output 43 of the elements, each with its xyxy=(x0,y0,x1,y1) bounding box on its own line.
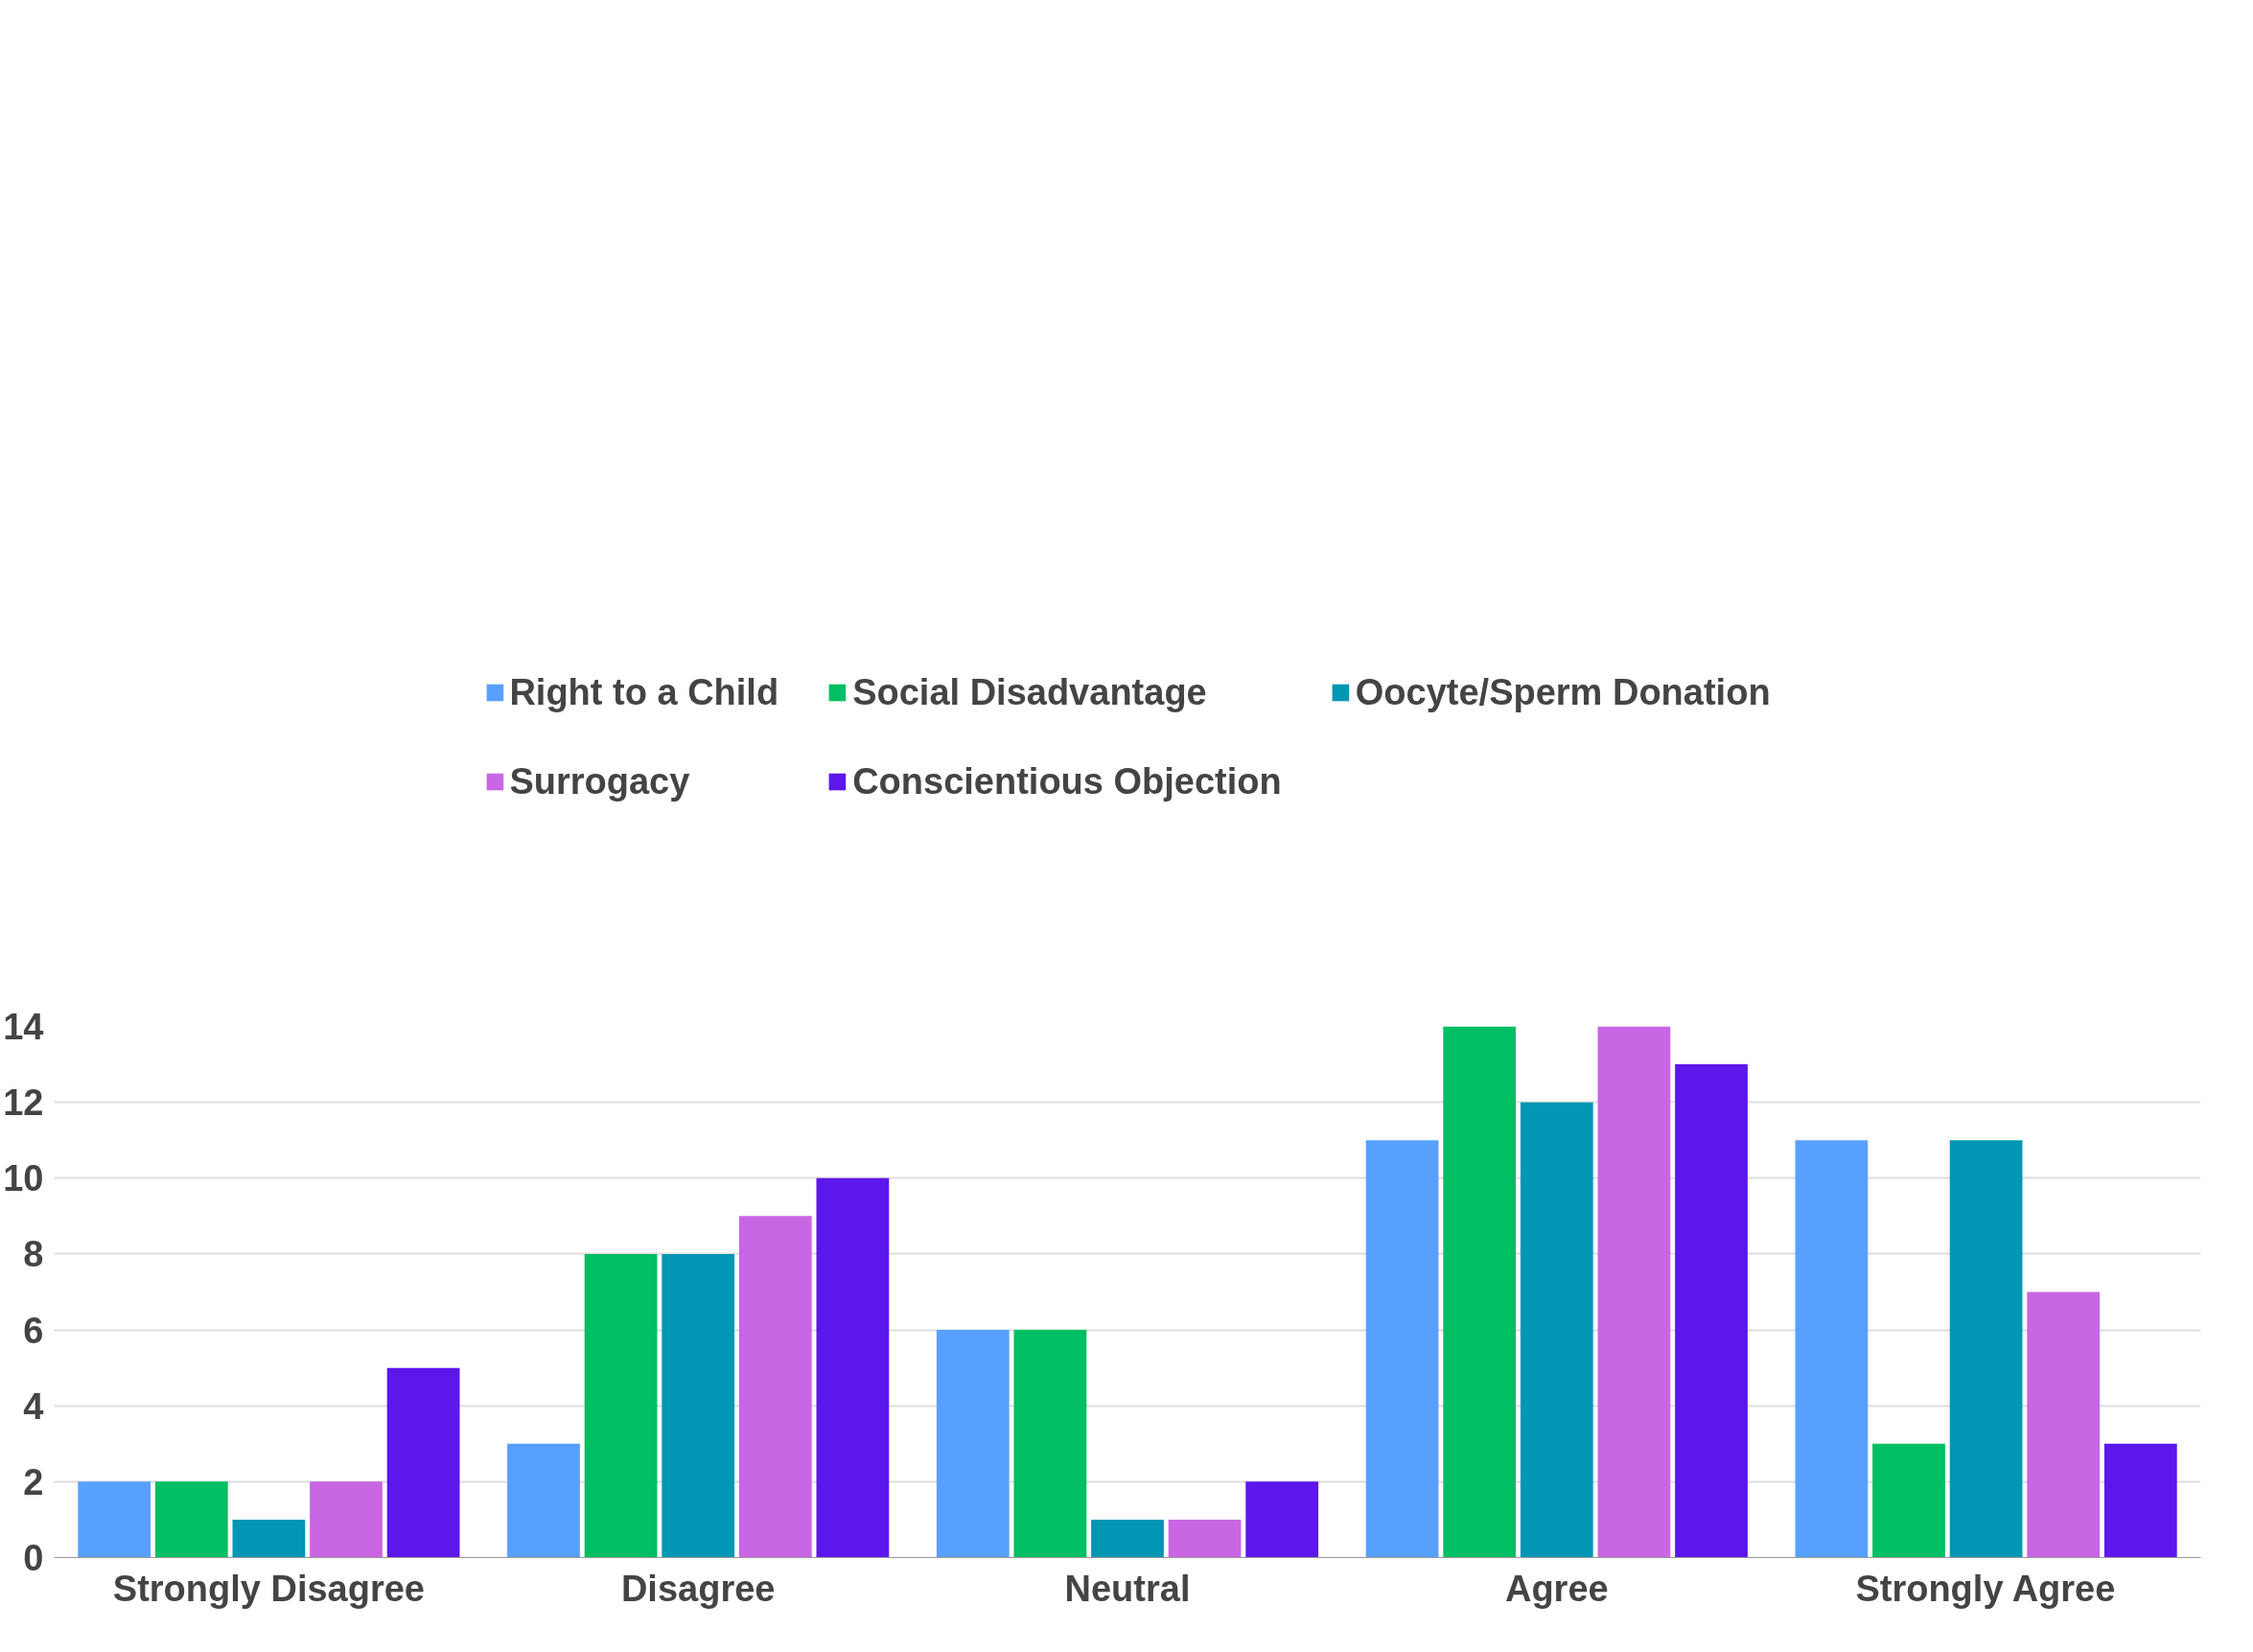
x-tick-label: Strongly Disagree xyxy=(112,1568,426,1609)
y-tick-label: 4 xyxy=(23,1385,44,1427)
bar xyxy=(1013,1330,1087,1558)
bar xyxy=(816,1177,890,1558)
bar xyxy=(1091,1519,1164,1558)
bar xyxy=(1949,1140,2023,1558)
bar xyxy=(154,1481,228,1558)
bar xyxy=(738,1216,812,1558)
y-tick-label: 2 xyxy=(23,1461,44,1502)
x-tick-label: Neutral xyxy=(1064,1568,1191,1609)
bar xyxy=(1443,1026,1517,1558)
bar xyxy=(936,1330,1010,1558)
bar xyxy=(1872,1443,1945,1558)
bar xyxy=(1597,1026,1671,1558)
bar xyxy=(1675,1064,1748,1558)
x-tick-label: Strongly Agree xyxy=(1855,1568,2116,1609)
y-tick-label: 10 xyxy=(3,1158,44,1199)
bar xyxy=(584,1253,658,1558)
x-tick-label: Agree xyxy=(1504,1568,1609,1609)
bar xyxy=(1795,1140,1869,1558)
bar xyxy=(232,1519,306,1558)
legend-label: Right to a Child xyxy=(509,671,779,713)
bar xyxy=(1520,1102,1593,1558)
bar xyxy=(2027,1291,2101,1558)
bar xyxy=(78,1481,151,1558)
legend-label: Conscientious Objection xyxy=(852,760,1282,803)
bar xyxy=(386,1367,460,1558)
bar xyxy=(2103,1443,2177,1558)
legend-label: Social Disadvantage xyxy=(852,671,1207,713)
y-tick-label: 12 xyxy=(3,1082,44,1124)
legend-label: Surrogacy xyxy=(509,760,690,803)
y-tick-label: 0 xyxy=(23,1538,44,1578)
bar xyxy=(662,1253,735,1558)
legend-label: Oocyte/Sperm Donation xyxy=(1355,671,1771,713)
x-tick-label: Disagree xyxy=(620,1568,776,1609)
bar xyxy=(1365,1140,1439,1558)
y-tick-label: 14 xyxy=(3,1007,44,1047)
bar xyxy=(1168,1519,1242,1558)
y-tick-label: 6 xyxy=(23,1310,44,1351)
bar xyxy=(1245,1481,1319,1558)
bar xyxy=(507,1443,580,1558)
bar xyxy=(310,1481,383,1558)
y-tick-label: 8 xyxy=(23,1234,44,1275)
